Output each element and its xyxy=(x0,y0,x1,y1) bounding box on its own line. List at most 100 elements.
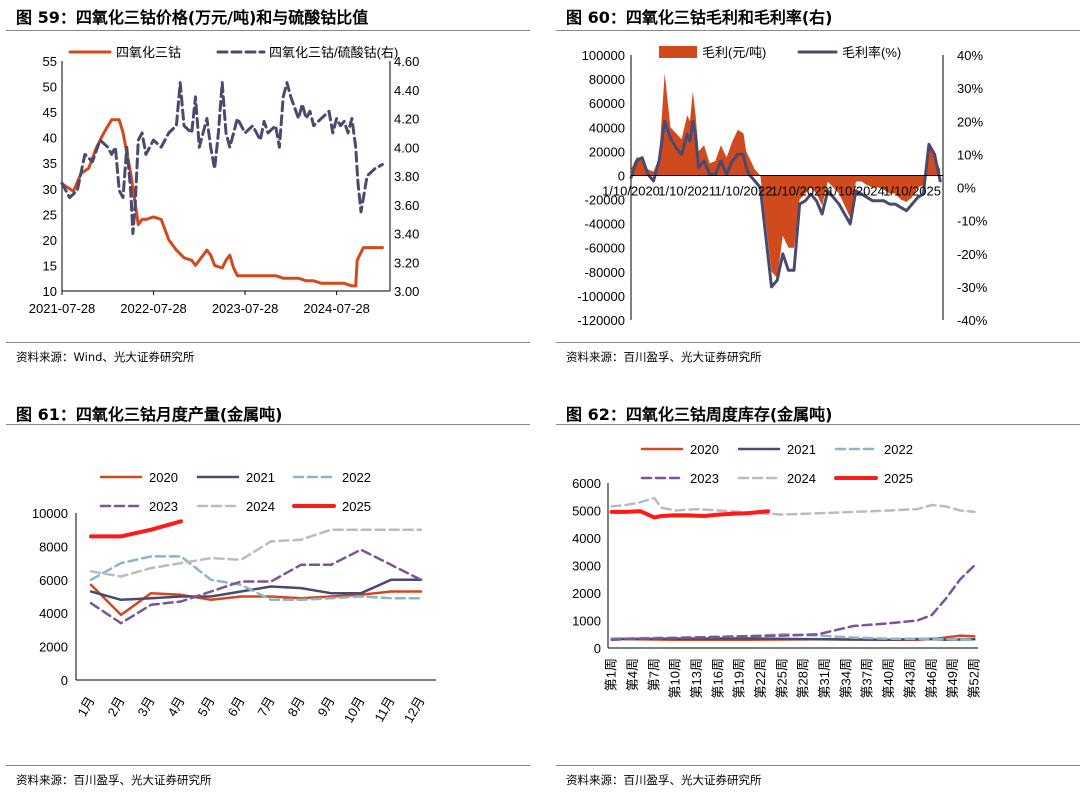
y-tick-label-right: 3.00 xyxy=(394,284,419,299)
panel-weekly-inventory: 图 62：四氧化三钴周度库存(金属吨) 6000 5000 4000 3000 2000… xyxy=(556,398,1080,792)
series-line-3 xyxy=(89,548,423,625)
y-tick-label: 6000 xyxy=(572,476,601,491)
legend-label: 2021 xyxy=(246,470,275,485)
legend-label: 2020 xyxy=(690,442,719,457)
y-tick-label-left: -120000 xyxy=(577,313,625,328)
source-note: 资料来源：百川盈孚、光大证券研究所 xyxy=(566,350,762,364)
panel-title: 图 60：四氧化三钴毛利和毛利率(右) xyxy=(566,8,833,27)
series-line-1 xyxy=(629,119,942,289)
x-tick-label: 1/10/2025 xyxy=(883,183,941,198)
chart-monthly-output: 10000 8000 6000 4000 2000 0 1月 2月 3月 4月 5月 6月 7月 8月 9月… xyxy=(32,470,436,725)
x-tick-label: 第34周 xyxy=(838,658,853,698)
x-tick-label: 第4周 xyxy=(625,658,640,691)
y-tick-label-left: 55 xyxy=(43,54,57,69)
y-tick-label: 1000 xyxy=(572,614,601,629)
legend-label: 四氧化三钴 xyxy=(116,45,181,60)
y-tick-label-left: -40000 xyxy=(585,217,625,232)
y-tick-label-left: 25 xyxy=(43,207,57,222)
source-note: 资料来源：Wind、光大证券研究所 xyxy=(16,350,195,364)
panel-title: 图 62：四氧化三钴周度库存(金属吨) xyxy=(566,405,833,424)
y-tick-label: 0 xyxy=(594,641,601,656)
x-tick-label: 第37周 xyxy=(860,658,875,698)
chart-gross-profit: 100000 80000 60000 40000 20000 0 -20000 -40000 -… xyxy=(577,45,988,328)
x-tick-label: 2023-07-28 xyxy=(212,301,279,316)
y-tick-label: 10000 xyxy=(32,506,68,521)
y-tick-label-right: 10% xyxy=(957,147,983,162)
y-tick-label-left: 35 xyxy=(43,156,57,171)
x-tick-label: 第19周 xyxy=(732,658,747,698)
y-tick-label-right: 4.20 xyxy=(394,112,419,127)
legend-label: 2025 xyxy=(342,499,371,514)
x-tick-label: 1/10/2020 xyxy=(602,183,660,198)
y-tick-label-right: -40% xyxy=(957,313,988,328)
y-tick-label-left: 50 xyxy=(43,80,57,95)
panel-gross-profit: 图 60：四氧化三钴毛利和毛利率(右) 100000 80000 60000 4000… xyxy=(556,0,1080,372)
x-tick-label: 第16周 xyxy=(710,658,725,698)
panel-monthly-output: 图 61：四氧化三钴月度产量(金属吨) 10000 8000 6000 4000 200… xyxy=(6,398,530,792)
x-tick-label: 1月 xyxy=(74,694,97,719)
legend-label: 2024 xyxy=(246,499,275,514)
series-line-3 xyxy=(610,564,976,642)
x-tick-label: 1/10/2023 xyxy=(771,183,829,198)
legend-label: 2022 xyxy=(884,442,913,457)
title-divider xyxy=(556,424,1080,425)
title-divider xyxy=(6,30,530,31)
x-tick-label: 第25周 xyxy=(774,658,789,698)
y-tick-label: 2000 xyxy=(39,640,68,655)
x-tick-label: 8月 xyxy=(284,694,307,719)
legend-label: 2025 xyxy=(884,471,913,486)
x-tick-label: 第31周 xyxy=(817,658,832,698)
source-divider xyxy=(6,342,530,343)
y-tick-label: 4000 xyxy=(39,606,68,621)
y-tick-label-left: 20000 xyxy=(589,144,625,159)
x-tick-label: 1/10/2024 xyxy=(827,183,885,198)
y-tick-label-right: 3.20 xyxy=(394,255,419,270)
x-tick-label: 第22周 xyxy=(753,658,768,698)
y-tick-label-right: 3.60 xyxy=(394,198,419,213)
x-tick-label: 第49周 xyxy=(945,658,960,698)
y-tick-label-right: 40% xyxy=(957,48,983,63)
series-line-4 xyxy=(610,496,976,516)
y-tick-label-right: 3.80 xyxy=(394,169,419,184)
x-tick-label: 2022-07-28 xyxy=(120,301,187,316)
x-tick-label: 第13周 xyxy=(689,658,704,698)
y-tick-label-left: 30 xyxy=(43,182,57,197)
y-tick-label-left: 60000 xyxy=(589,96,625,111)
y-tick-label-left: 40 xyxy=(43,131,57,146)
x-tick-label: 11月 xyxy=(371,694,397,724)
x-tick-label: 第40周 xyxy=(881,658,896,698)
source-divider xyxy=(6,765,530,766)
y-tick-label-left: -80000 xyxy=(585,265,625,280)
y-tick-label-left: 0 xyxy=(618,168,625,183)
y-tick-label-right: 30% xyxy=(957,81,983,96)
y-tick-label: 4000 xyxy=(572,531,601,546)
source-note: 资料来源：百川盈孚、光大证券研究所 xyxy=(566,773,762,787)
x-tick-label: 9月 xyxy=(314,694,337,719)
chart-price-ratio: 55 50 45 40 35 30 25 20 15 10 4.60 4.40 4.20 4.00 3.80… xyxy=(29,45,420,316)
x-tick-label: 4月 xyxy=(164,694,187,719)
x-tick-label: 2月 xyxy=(104,694,127,719)
series-line-1 xyxy=(89,578,423,602)
series-line-4 xyxy=(89,528,423,578)
y-tick-label-right: -10% xyxy=(957,214,988,229)
y-tick-label-right: -20% xyxy=(957,247,988,262)
y-tick-label-left: -60000 xyxy=(585,241,625,256)
y-tick-label-left: 40000 xyxy=(589,120,625,135)
legend-label: 毛利率(%) xyxy=(842,45,901,60)
panel-title: 图 61：四氧化三钴月度产量(金属吨) xyxy=(16,405,283,424)
legend-label: 2022 xyxy=(342,470,371,485)
x-tick-label: 第7周 xyxy=(646,658,661,691)
legend-label: 2020 xyxy=(149,470,178,485)
y-tick-label-left: 20 xyxy=(43,233,57,248)
y-tick-label-left: -20000 xyxy=(585,193,625,208)
x-tick-label: 6月 xyxy=(224,694,247,719)
y-tick-label-right: 20% xyxy=(957,114,983,129)
x-tick-label: 第28周 xyxy=(796,658,811,698)
x-tick-label: 第1周 xyxy=(604,658,619,691)
y-tick-label-right: 4.40 xyxy=(394,83,419,98)
x-tick-label: 1/10/2021 xyxy=(658,183,716,198)
x-tick-label: 12月 xyxy=(401,694,428,725)
y-tick-label-left: 15 xyxy=(43,258,57,273)
source-note: 资料来源：百川盈孚、光大证券研究所 xyxy=(16,773,212,787)
